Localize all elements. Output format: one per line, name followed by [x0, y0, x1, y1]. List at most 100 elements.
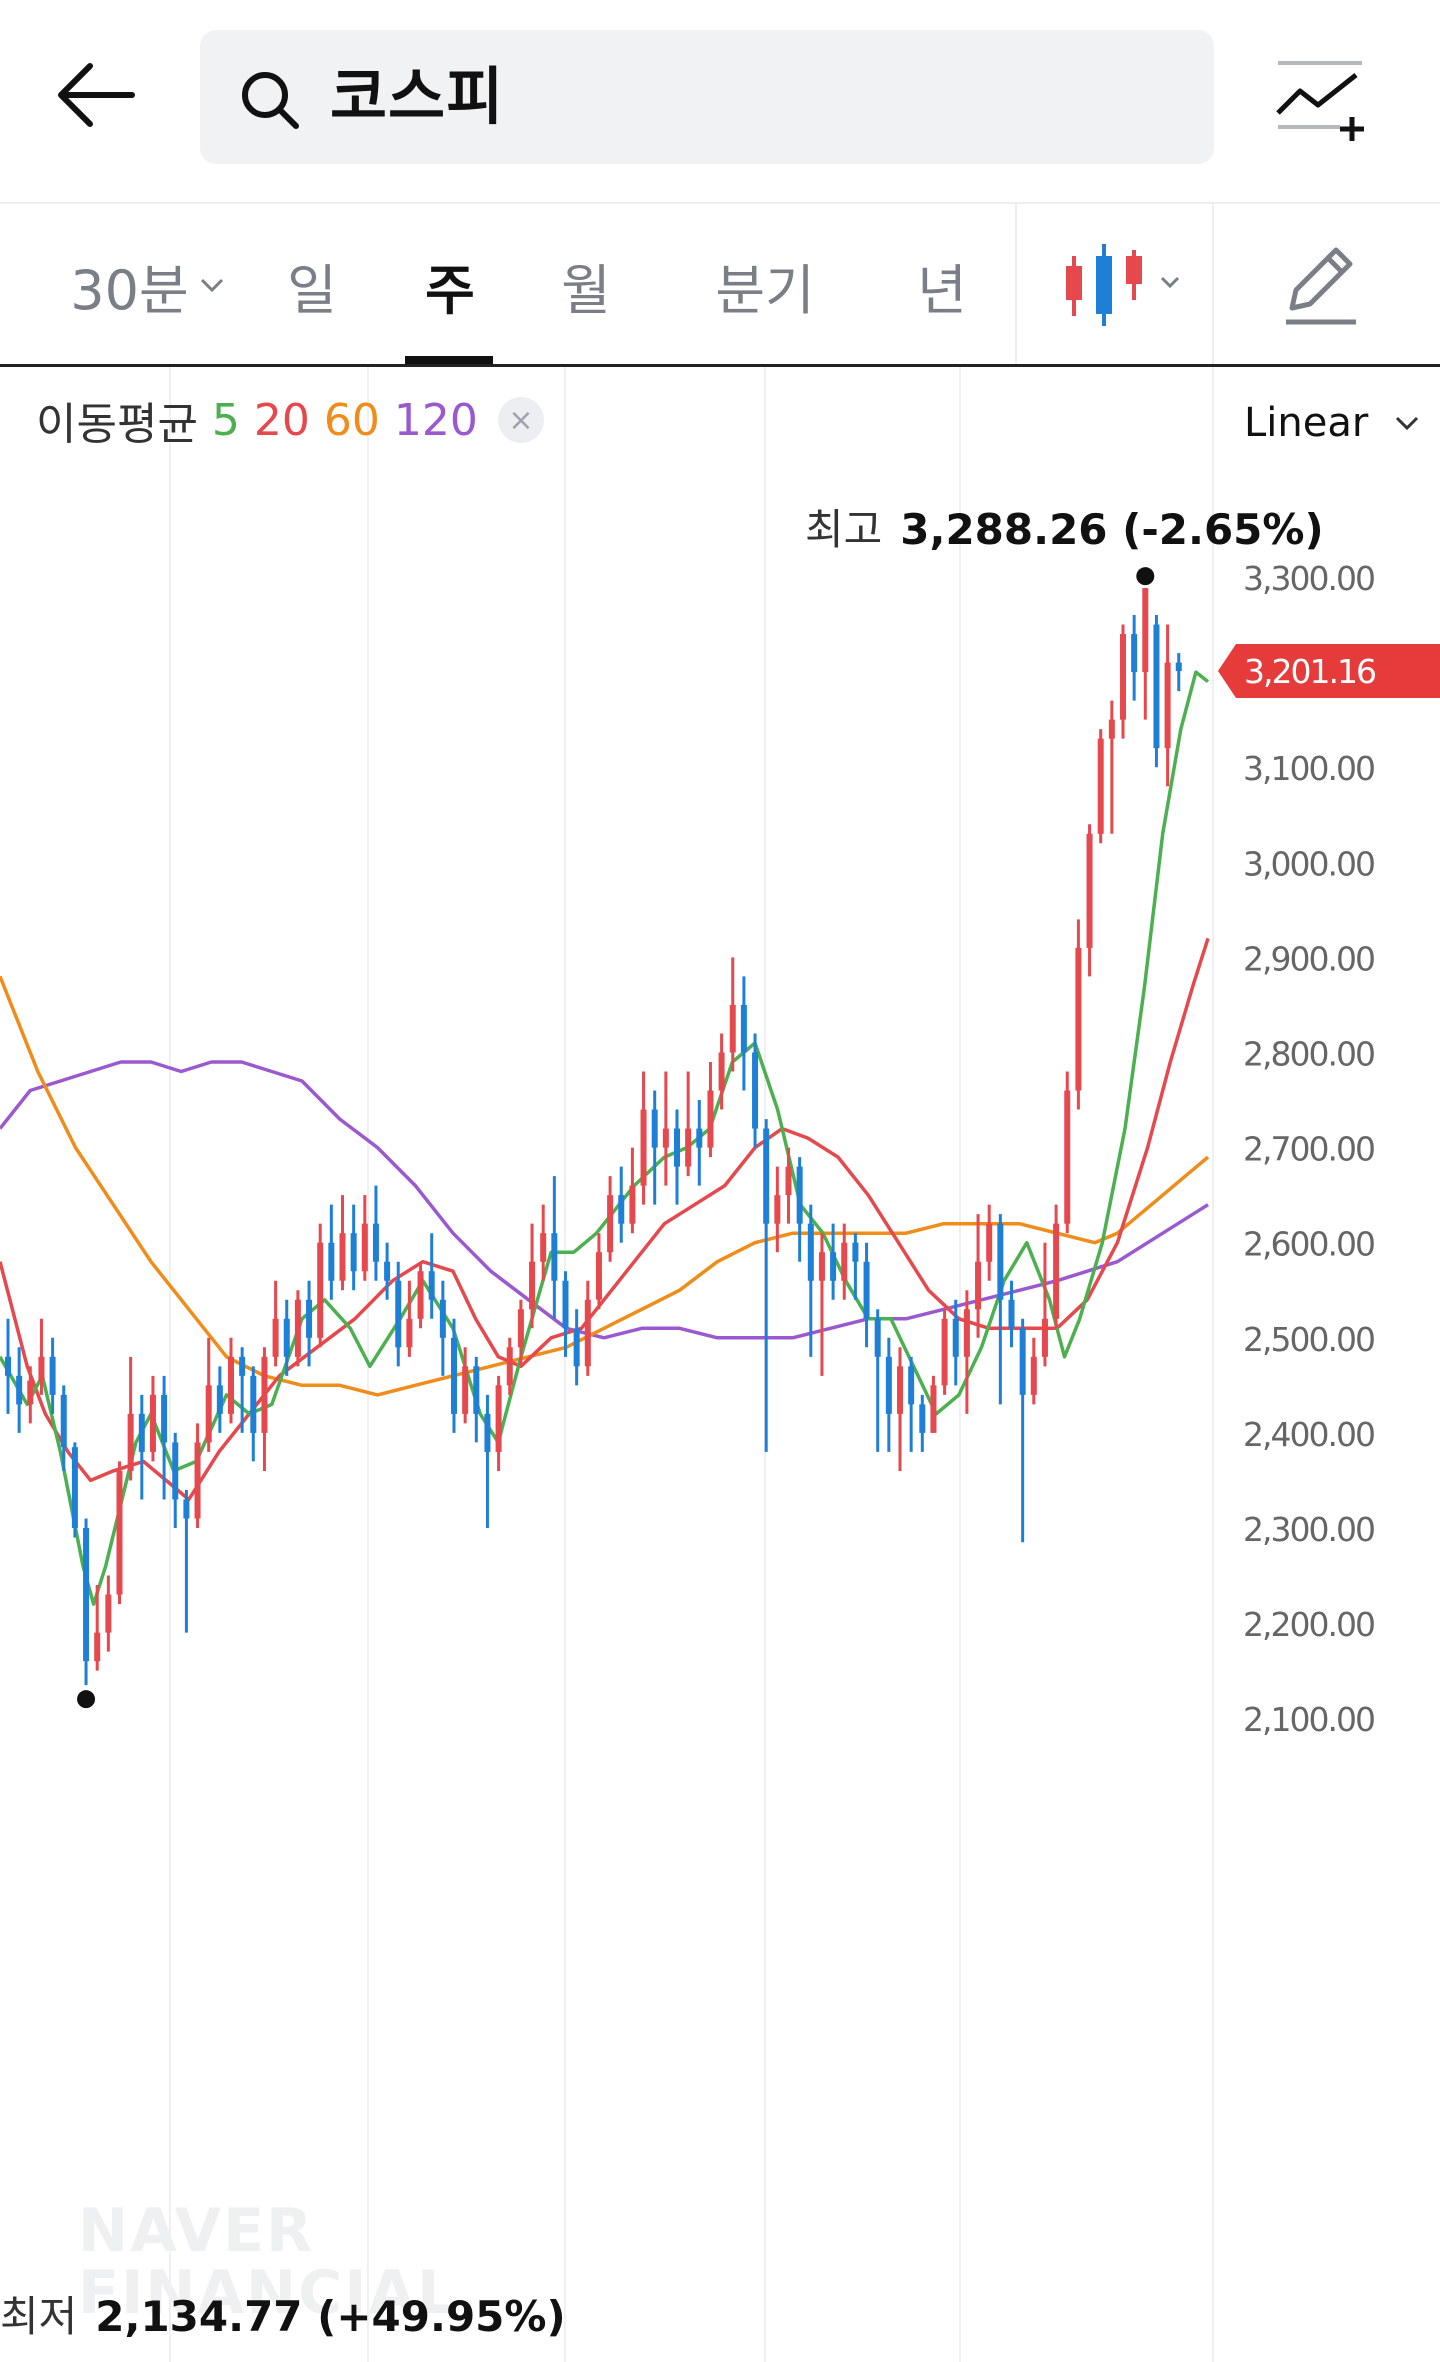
- candle-body: [1164, 662, 1171, 749]
- candle-body: [161, 1394, 168, 1443]
- candle-body: [94, 1632, 101, 1662]
- candle-body: [350, 1233, 357, 1272]
- candle-body: [451, 1337, 457, 1414]
- candle-body: [774, 1195, 781, 1224]
- candle-body: [718, 1052, 725, 1091]
- candle-body: [406, 1318, 413, 1348]
- candle-body: [27, 1380, 34, 1405]
- back-button[interactable]: [48, 50, 158, 150]
- candle-body: [975, 1261, 982, 1310]
- candle-body: [283, 1318, 290, 1357]
- candle-body: [696, 1128, 703, 1148]
- tab-label: 일: [287, 258, 337, 322]
- candle-body: [1075, 947, 1082, 1091]
- candle-body: [517, 1309, 524, 1348]
- candle-body: [384, 1261, 391, 1281]
- candle-body: [1120, 634, 1126, 720]
- candle-body: [952, 1318, 959, 1357]
- high-marker-dot: [1136, 567, 1155, 586]
- price-axis-tick: 3,300.00: [1243, 559, 1374, 598]
- low-marker-dot: [77, 1690, 96, 1709]
- price-chart[interactable]: 3,300.00 3,100.00 3,000.00 2,900.00 2,800.00…: [0, 367, 1440, 2362]
- chevron-down-icon: [1396, 416, 1419, 431]
- candle-body: [1108, 719, 1115, 739]
- price-axis: 3,300.00 3,100.00 3,000.00 2,900.00 2,800.00…: [1243, 559, 1376, 1739]
- candle-body: [1086, 833, 1093, 948]
- ma-period-5[interactable]: 5: [211, 394, 240, 446]
- draw-tool-button[interactable]: [1262, 230, 1382, 340]
- candle-body: [818, 1252, 825, 1281]
- candle-body: [1097, 738, 1104, 834]
- candle-body: [841, 1242, 848, 1281]
- candle-body: [205, 1385, 212, 1443]
- tab-year[interactable]: 년: [892, 204, 992, 366]
- ma-period-60[interactable]: 60: [323, 394, 380, 446]
- ma-line-60: [0, 975, 1210, 1397]
- candle-body: [1053, 1223, 1060, 1319]
- candle-body: [127, 1413, 134, 1471]
- candle-body: [729, 1004, 736, 1053]
- candlesticks: [5, 588, 1182, 1686]
- candle-body: [651, 1109, 658, 1148]
- candle-body: [1064, 1090, 1071, 1224]
- candle-body: [1008, 1299, 1015, 1329]
- tab-day[interactable]: 일: [262, 204, 362, 366]
- tab-30min[interactable]: 30분: [60, 204, 235, 366]
- candle-body: [272, 1318, 279, 1357]
- search-input[interactable]: 코스피: [200, 30, 1214, 164]
- watermark: NAVER FINANCIAL: [78, 2200, 457, 2324]
- tab-month[interactable]: 월: [536, 204, 636, 366]
- candle-body: [339, 1233, 346, 1281]
- candle-body: [294, 1299, 301, 1357]
- candle-body: [897, 1366, 903, 1414]
- candle-body: [763, 1128, 770, 1224]
- current-price-badge: [1218, 643, 1440, 698]
- close-icon[interactable]: ×: [497, 397, 544, 443]
- chart-type-button[interactable]: [1040, 204, 1208, 366]
- candle-body: [529, 1261, 536, 1310]
- top-divider: [0, 202, 1440, 204]
- candle-body: [250, 1375, 257, 1433]
- candle-body: [941, 1318, 948, 1386]
- candle-body: [417, 1271, 424, 1319]
- tab-quarter[interactable]: 분기: [700, 204, 830, 366]
- candle-body: [830, 1252, 837, 1281]
- price-axis-tick: 2,900.00: [1243, 939, 1374, 978]
- scale-select[interactable]: Linear: [1244, 400, 1420, 446]
- tab-separator: [1015, 204, 1017, 364]
- tab-label: 주: [425, 258, 475, 322]
- ma-line-20: [0, 937, 1210, 1502]
- price-axis-tick: 2,800.00: [1243, 1035, 1374, 1074]
- pencil-icon: [1286, 247, 1356, 325]
- tab-label: 월: [561, 258, 611, 322]
- candle-body: [261, 1356, 268, 1433]
- high-label: 최고: [805, 505, 883, 554]
- candle-body: [863, 1261, 870, 1319]
- candle-body: [395, 1280, 402, 1348]
- tab-label: 년: [917, 258, 967, 322]
- extreme-markers: 3,201.16: [77, 567, 1440, 1709]
- candle-body: [618, 1195, 625, 1224]
- ma-legend-label: 이동평균: [36, 399, 198, 450]
- candle-body: [1175, 662, 1182, 671]
- price-axis-tick: 2,700.00: [1243, 1130, 1374, 1169]
- active-tab-indicator: [405, 356, 493, 366]
- moving-average-legend: 이동평균 5 20 60 120 ×: [36, 390, 544, 450]
- candle-body: [807, 1223, 814, 1281]
- price-axis-tick: 2,600.00: [1243, 1225, 1374, 1264]
- candle-body: [963, 1309, 970, 1357]
- ma-period-20[interactable]: 20: [253, 394, 310, 446]
- watermark-line: FINANCIAL: [78, 2258, 458, 2328]
- candle-body: [506, 1347, 513, 1386]
- candle-body: [740, 1004, 747, 1053]
- watermark-line: NAVER: [78, 2196, 315, 2266]
- candle-body: [71, 1447, 78, 1528]
- candle-body: [38, 1356, 45, 1381]
- tab-week[interactable]: 주: [400, 204, 500, 366]
- candle-body: [607, 1195, 614, 1253]
- candle-body: [573, 1328, 580, 1367]
- candle-body: [662, 1128, 669, 1148]
- candle-body: [562, 1280, 569, 1329]
- ma-period-120[interactable]: 120: [393, 394, 478, 446]
- compare-chart-button[interactable]: [1270, 55, 1380, 155]
